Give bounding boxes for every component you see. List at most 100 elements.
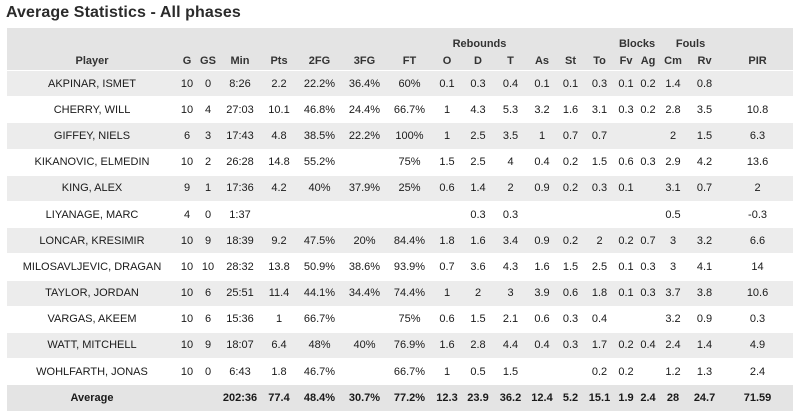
average-cell-st: 5.2 bbox=[557, 384, 585, 412]
stat-cell-gs: 9 bbox=[197, 227, 219, 254]
column-header-pir[interactable]: PIR bbox=[748, 55, 767, 67]
group-header-row: Rebounds Blocks Fouls bbox=[7, 28, 794, 52]
column-header-min[interactable]: Min bbox=[230, 55, 250, 67]
stat-cell-to: 1.7 bbox=[584, 331, 616, 359]
stat-cell-ft: 25% bbox=[387, 174, 432, 202]
column-header-t[interactable]: T bbox=[507, 55, 514, 67]
stat-cell-pir: 2 bbox=[722, 174, 794, 202]
column-header-ft[interactable]: FT bbox=[402, 55, 417, 67]
stat-cell-g: 10 bbox=[177, 358, 197, 385]
stat-cell-st: 0.3 bbox=[557, 331, 585, 359]
stat-cell-2fg: 50.9% bbox=[297, 253, 342, 280]
player-name-cell: LIYANAGE, MARC bbox=[7, 200, 177, 228]
stat-cell-to: 0.3 bbox=[584, 69, 616, 97]
stat-cell-o: 0.6 bbox=[432, 174, 462, 202]
stat-cell-ag: 0.4 bbox=[637, 331, 660, 359]
stat-cell-cm: 2 bbox=[659, 122, 688, 150]
stat-cell-st bbox=[557, 358, 585, 385]
stat-cell-d: 0.5 bbox=[462, 358, 494, 385]
stat-cell-pts: 4.2 bbox=[261, 174, 297, 202]
stat-cell-as: 0.4 bbox=[527, 331, 558, 359]
stat-cell-to: 0.7 bbox=[584, 122, 616, 150]
table-row: VARGAS, AKEEM 10 6 15:36 1 66.7% 75% 0.6 1.5 2.1 0… bbox=[7, 305, 794, 333]
stat-cell-cm: 2.4 bbox=[659, 331, 688, 359]
stat-cell-t: 5.3 bbox=[494, 96, 528, 123]
column-header-ag[interactable]: Ag bbox=[640, 55, 656, 67]
stat-cell-2fg: 40% bbox=[297, 174, 342, 202]
stat-cell-rv: 3.8 bbox=[687, 279, 723, 307]
stat-cell-st: 0.1 bbox=[557, 69, 585, 97]
stat-cell-st: 0.2 bbox=[557, 227, 585, 254]
column-header-gs[interactable]: GS bbox=[200, 55, 216, 67]
stat-cell-3fg: 40% bbox=[342, 331, 387, 359]
stat-cell-ag bbox=[637, 200, 660, 228]
page-title: Average Statistics - All phases bbox=[6, 4, 241, 21]
stat-cell-o: 1.8 bbox=[432, 227, 462, 254]
stat-cell-gs: 6 bbox=[197, 305, 219, 333]
stat-cell-pts: 13.8 bbox=[261, 253, 297, 280]
stat-cell-pir: 4.9 bbox=[722, 331, 794, 359]
column-header-d[interactable]: D bbox=[474, 55, 482, 67]
stat-cell-t: 0.4 bbox=[494, 69, 528, 97]
column-header-to[interactable]: To bbox=[593, 55, 606, 67]
stat-cell-min: 25:51 bbox=[219, 279, 261, 307]
column-header-as[interactable]: As bbox=[534, 55, 550, 67]
column-header-fv[interactable]: Fv bbox=[619, 55, 633, 67]
table-row: CHERRY, WILL 10 4 27:03 10.1 46.8% 24.4% 66.7% 1… bbox=[7, 96, 794, 123]
column-header-o[interactable]: O bbox=[442, 55, 452, 67]
stat-cell-rv: 0.7 bbox=[687, 174, 723, 202]
column-header-3fg[interactable]: 3FG bbox=[353, 55, 376, 67]
stat-cell-g: 10 bbox=[177, 227, 197, 254]
stat-cell-3fg: 24.4% bbox=[342, 96, 387, 123]
column-header-player[interactable]: Player bbox=[75, 55, 109, 67]
stat-cell-pts: 4.8 bbox=[261, 122, 297, 150]
stat-cell-t: 2.1 bbox=[494, 305, 528, 333]
stat-cell-o: 1 bbox=[432, 279, 462, 307]
stat-cell-fv: 0.2 bbox=[615, 358, 638, 385]
stat-cell-3fg: 34.4% bbox=[342, 279, 387, 307]
stat-cell-d: 2.8 bbox=[462, 331, 494, 359]
stat-cell-rv: 4.2 bbox=[687, 148, 723, 176]
group-header-rebounds: Rebounds bbox=[452, 38, 507, 50]
player-name-cell: CHERRY, WILL bbox=[7, 96, 177, 123]
stat-cell-rv: 3.2 bbox=[687, 227, 723, 254]
group-header-fouls: Fouls bbox=[675, 38, 706, 50]
stat-cell-to: 1.8 bbox=[584, 279, 616, 307]
player-name-cell: AKPINAR, ISMET bbox=[7, 69, 177, 97]
stat-cell-3fg bbox=[342, 305, 387, 333]
statistics-table: Rebounds Blocks Fouls Player G GS Min Pts 2FG… bbox=[7, 28, 794, 412]
stat-cell-as: 3.9 bbox=[527, 279, 558, 307]
column-header-rv[interactable]: Rv bbox=[697, 55, 712, 67]
stat-cell-pir: 10.8 bbox=[722, 96, 794, 123]
stat-cell-3fg: 22.2% bbox=[342, 122, 387, 150]
stat-cell-rv: 0.9 bbox=[687, 305, 723, 333]
stat-cell-to: 2 bbox=[584, 227, 616, 254]
stat-cell-t: 4.3 bbox=[494, 253, 528, 280]
column-header-pts[interactable]: Pts bbox=[270, 55, 288, 67]
column-header-st[interactable]: St bbox=[565, 55, 577, 67]
stat-cell-min: 6:43 bbox=[219, 358, 261, 385]
stat-cell-t: 2 bbox=[494, 174, 528, 202]
stat-cell-as: 0.9 bbox=[527, 174, 558, 202]
stat-cell-st: 0.6 bbox=[557, 279, 585, 307]
average-label: Average bbox=[7, 384, 177, 412]
stat-cell-pir: 6.3 bbox=[722, 122, 794, 150]
stat-cell-ag: 0.2 bbox=[637, 96, 660, 123]
average-cell-g bbox=[177, 384, 197, 412]
stat-cell-to: 0.4 bbox=[584, 305, 616, 333]
stat-cell-as: 0.4 bbox=[527, 148, 558, 176]
player-name-cell: LONCAR, KRESIMIR bbox=[7, 227, 177, 254]
table-row: LONCAR, KRESIMIR 10 9 18:39 9.2 47.5% 20% 84.4%… bbox=[7, 227, 794, 254]
column-header-g[interactable]: G bbox=[182, 55, 192, 67]
stat-cell-fv: 0.2 bbox=[615, 227, 638, 254]
average-row: Average 202:36 77.4 48.4% 30.7% 77.2% 12.3 23.9… bbox=[7, 384, 794, 412]
average-cell-fv: 1.9 bbox=[615, 384, 638, 412]
table-row: LIYANAGE, MARC 4 0 1:37 0.3 0.3 0.5 -0.3 bbox=[7, 200, 794, 228]
column-header-2fg[interactable]: 2FG bbox=[308, 55, 331, 67]
stat-cell-min: 26:28 bbox=[219, 148, 261, 176]
stat-cell-o: 0.1 bbox=[432, 69, 462, 97]
stat-cell-ft: 60% bbox=[387, 69, 432, 97]
table-row: KING, ALEX 9 1 17:36 4.2 40% 37.9% 25% 0.6 1.4 2 0.… bbox=[7, 174, 794, 202]
column-header-cm[interactable]: Cm bbox=[664, 55, 682, 67]
stat-cell-cm: 3 bbox=[659, 253, 688, 280]
